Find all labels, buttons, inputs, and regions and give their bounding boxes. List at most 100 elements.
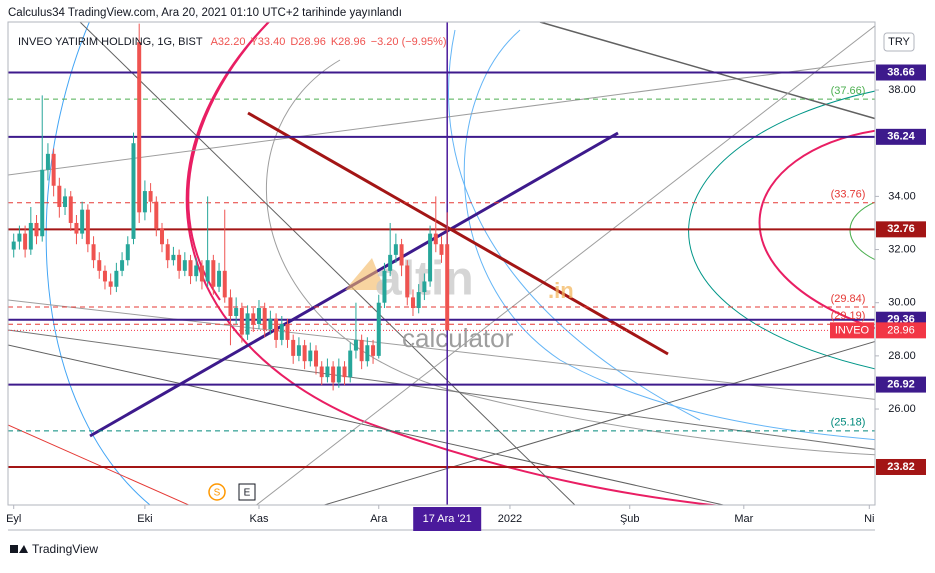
event-icon[interactable] [208, 483, 226, 501]
candle-body [148, 191, 153, 202]
y-tick-label: 30.00 [888, 297, 916, 309]
candle-body [376, 302, 381, 356]
candle-body [11, 241, 16, 250]
candle-body [222, 270, 227, 298]
candle-body [422, 281, 427, 293]
candle-body [108, 281, 113, 287]
watermark-icon [345, 258, 385, 290]
candle-body [251, 313, 256, 324]
event-icon[interactable] [238, 483, 256, 501]
candle-body [445, 244, 450, 331]
event-icon-label: S [214, 488, 221, 499]
fib-arc [688, 90, 875, 370]
candle-body [125, 244, 130, 261]
fib-arc [266, 59, 875, 456]
ohlc-value: A32.20 [211, 36, 246, 48]
candle-body [256, 308, 261, 324]
candle-body [296, 345, 301, 356]
candle-body [199, 265, 204, 282]
candle-body [154, 201, 159, 229]
price-label-box [876, 221, 926, 238]
candle-body [416, 292, 421, 309]
legend: INVEO YATIRIM HOLDING, 1G, BIST A32.20 Y3… [18, 36, 447, 48]
candle-body [279, 323, 284, 340]
ohlc-legend: A32.20 Y33.40 D28.96 K28.96 −3.20 (−9.95%) [211, 36, 447, 48]
candle-body [211, 260, 216, 287]
candle-body [336, 366, 341, 383]
x-tick-label: Kas [249, 513, 268, 525]
level-label: (25.18) [831, 417, 866, 429]
price-label: 36.24 [887, 131, 915, 143]
candle-body [160, 228, 165, 245]
trend-line [8, 60, 875, 176]
drawings [8, 22, 875, 505]
level-label: (33.76) [831, 189, 866, 201]
axes: 38.00 34.00 32.00 30.00 28.00 26.00 Eyl Eki Kas A… [6, 64, 926, 531]
pitchfork-line [247, 111, 669, 356]
candle-body [17, 233, 22, 242]
candle-body [274, 318, 279, 340]
last-name: INVEO [835, 324, 870, 336]
price-label-box [876, 458, 926, 475]
x-tick-label: Ara [370, 513, 388, 525]
candle-body [239, 308, 244, 335]
symbol: INVEO YATIRIM HOLDING, 1G, BIST [18, 36, 203, 48]
price-label-box [876, 128, 926, 145]
candle-body [120, 260, 125, 271]
crosshair-label: 17 Ara '21 [423, 513, 472, 525]
brand-name: TradingView [32, 542, 98, 556]
level-label: (29.19) [831, 310, 866, 322]
fib-ellipse [185, 22, 721, 505]
brand-logo [10, 545, 18, 553]
watermark-text: .in [548, 278, 574, 303]
candle-body [57, 185, 62, 208]
x-tick-label: Mar [734, 513, 753, 525]
fib-arc [447, 29, 701, 421]
watermark-text: calculator [402, 323, 514, 353]
candle-body [217, 270, 222, 287]
ohlc-value: K28.96 [331, 36, 366, 48]
candle-body [80, 209, 85, 234]
event-icon-label: E [244, 488, 251, 499]
candle-body [194, 265, 199, 277]
candle-body [142, 191, 147, 213]
x-tick-label: Eki [137, 513, 152, 525]
candle-body [131, 143, 136, 239]
candle-body [428, 233, 433, 282]
price-label-box [876, 64, 926, 81]
last-name-box [830, 322, 874, 339]
y-tick-label: 34.00 [888, 190, 916, 202]
fib-ellipse [758, 129, 875, 330]
candle-body [308, 350, 313, 362]
ohlc-value: −3.20 (−9.95%) [371, 36, 447, 48]
trend-line [79, 22, 576, 505]
levels: (37.66) (33.76) (29.84) (29.19) (25.18) [8, 22, 875, 505]
candles [11, 23, 450, 391]
candle-body [348, 350, 353, 378]
currency-button[interactable] [883, 32, 915, 52]
y-tick-label: 38.00 [888, 84, 916, 96]
candle-body [302, 345, 307, 362]
candle-body [74, 222, 79, 234]
candle-body [171, 254, 176, 261]
trend-line [8, 344, 726, 505]
candle-body [262, 308, 267, 330]
brand-logo [19, 545, 28, 553]
candle-body [51, 153, 56, 186]
candle-body [319, 366, 324, 378]
candle-body [399, 244, 404, 266]
candle-body [410, 297, 415, 309]
candle-body [85, 209, 90, 245]
brand: TradingView [10, 542, 98, 556]
price-label: 26.92 [887, 378, 915, 390]
candle-body [234, 308, 239, 316]
candle-body [291, 339, 296, 356]
y-tick-label: 28.00 [888, 350, 916, 362]
candle-body [114, 270, 119, 287]
candle-body [314, 350, 319, 367]
level-label: (37.66) [831, 85, 866, 97]
x-tick-label: Eyl [6, 513, 21, 525]
candle-body [268, 318, 273, 330]
x-tick-label: Ni [864, 513, 874, 525]
